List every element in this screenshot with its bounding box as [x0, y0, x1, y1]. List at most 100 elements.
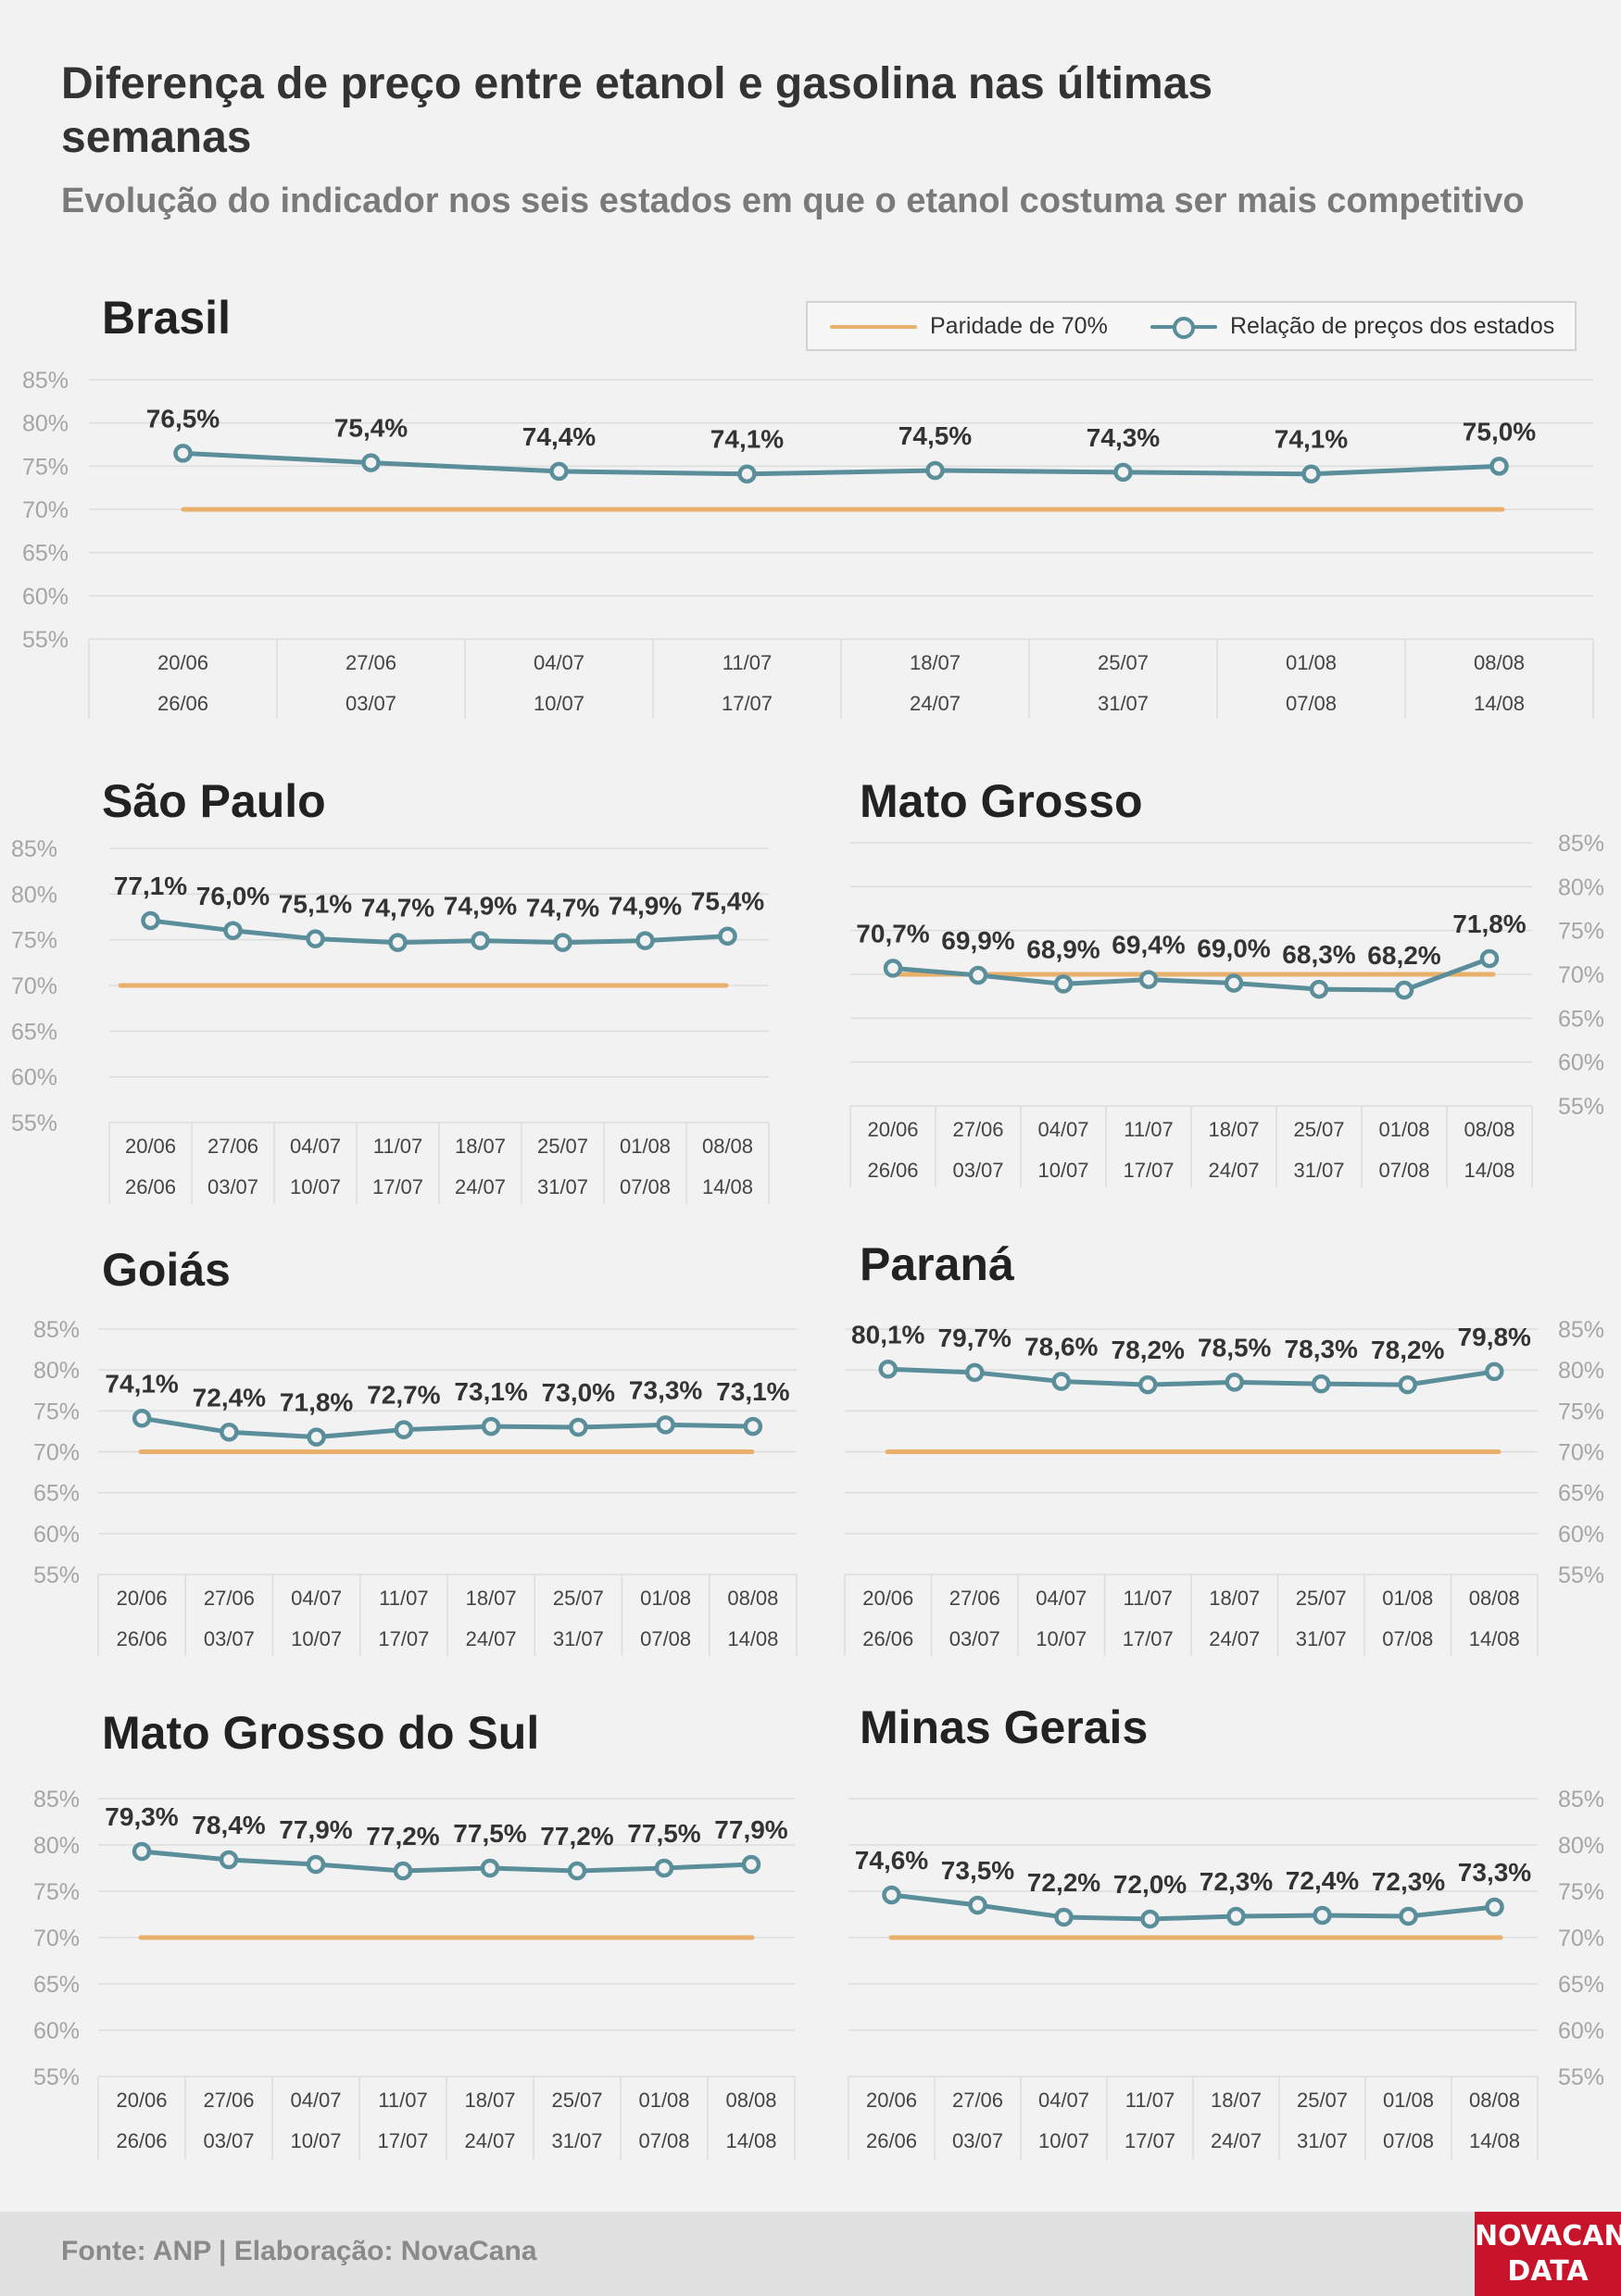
y-tick-parana: 80% [1558, 1358, 1604, 1384]
y-tick-mato-grosso-do-sul: 60% [33, 2018, 80, 2044]
x-tick-start-mato-grosso-do-sul: 04/07 [290, 2089, 341, 2112]
data-point-brasil [361, 453, 381, 472]
x-tick-end-brasil: 24/07 [910, 692, 961, 715]
data-label-minas-gerais: 72,3% [1200, 1867, 1273, 1896]
data-label-goias: 73,3% [629, 1375, 702, 1404]
data-point-minas-gerais [1485, 1897, 1504, 1917]
data-label-mato-grosso: 71,8% [1452, 910, 1526, 938]
y-tick-parana: 60% [1558, 1522, 1604, 1548]
y-tick-mato-grosso-do-sul: 70% [33, 1926, 80, 1951]
x-tick-end-goias: 26/06 [117, 1627, 168, 1650]
x-tick-end-minas-gerais: 10/07 [1038, 2129, 1089, 2152]
data-point-mato-grosso-do-sul [741, 1854, 761, 1875]
x-tick-end-brasil: 26/06 [157, 692, 208, 715]
series-line-brasil [182, 450, 1500, 477]
data-label-brasil: 75,0% [1463, 417, 1536, 445]
legend-item-parity: Paridade de 70% [830, 303, 1108, 349]
x-tick-end-parana: 10/07 [1036, 1627, 1087, 1650]
chart-title-minas-gerais: Minas Gerais [860, 1701, 1148, 1753]
y-tick-goias: 85% [33, 1317, 80, 1343]
x-tick-end-mato-grosso-do-sul: 14/08 [725, 2129, 776, 2152]
x-tick-start-parana: 01/08 [1382, 1587, 1433, 1610]
x-tick-end-mato-grosso-do-sul: 24/07 [464, 2129, 515, 2152]
data-label-sao-paulo: 74,9% [609, 892, 682, 921]
x-tick-end-minas-gerais: 24/07 [1211, 2129, 1262, 2152]
y-tick-parana: 75% [1558, 1399, 1604, 1424]
data-point-parana [1138, 1374, 1158, 1395]
y-tick-sao-paulo: 85% [11, 836, 57, 862]
data-label-minas-gerais: 73,3% [1458, 1858, 1531, 1887]
data-label-mato-grosso-do-sul: 77,9% [714, 1815, 787, 1844]
x-tick-start-minas-gerais: 18/07 [1211, 2089, 1262, 2112]
y-tick-brasil: 65% [22, 541, 69, 567]
data-point-goias [307, 1427, 326, 1447]
data-point-mato-grosso [1394, 980, 1414, 1000]
x-tick-start-sao-paulo: 01/08 [620, 1135, 671, 1158]
y-tick-sao-paulo: 55% [11, 1110, 57, 1136]
x-tick-end-goias: 17/07 [378, 1627, 429, 1650]
data-point-sao-paulo [635, 931, 655, 950]
data-label-mato-grosso: 69,0% [1197, 934, 1270, 962]
data-label-brasil: 74,3% [1087, 423, 1160, 452]
y-tick-goias: 55% [33, 1562, 80, 1588]
x-tick-start-brasil: 25/07 [1098, 651, 1149, 674]
y-tick-brasil: 85% [22, 368, 69, 394]
y-tick-mato-grosso: 65% [1558, 1006, 1604, 1032]
data-label-goias: 73,1% [716, 1377, 789, 1406]
x-tick-start-mato-grosso: 08/08 [1464, 1118, 1514, 1141]
x-tick-start-mato-grosso-do-sul: 27/06 [203, 2089, 254, 2112]
data-point-mato-grosso-do-sul [654, 1858, 674, 1878]
x-tick-end-minas-gerais: 14/08 [1469, 2129, 1520, 2152]
x-tick-end-mato-grosso: 03/07 [952, 1159, 1003, 1182]
data-point-sao-paulo [141, 910, 160, 931]
x-tick-end-minas-gerais: 17/07 [1125, 2129, 1175, 2152]
data-point-brasil [1301, 464, 1321, 483]
y-tick-mato-grosso-do-sul: 75% [33, 1879, 80, 1905]
x-tick-start-minas-gerais: 11/07 [1125, 2089, 1175, 2112]
data-label-mato-grosso-do-sul: 78,4% [192, 1811, 265, 1839]
data-point-goias [743, 1416, 763, 1437]
data-label-sao-paulo: 74,7% [526, 894, 599, 922]
x-tick-start-parana: 04/07 [1036, 1587, 1087, 1610]
x-tick-end-mato-grosso-do-sul: 07/08 [638, 2129, 689, 2152]
x-tick-end-goias: 14/08 [727, 1627, 778, 1650]
x-tick-start-brasil: 01/08 [1286, 651, 1337, 674]
data-label-brasil: 74,5% [898, 421, 972, 450]
x-tick-start-brasil: 11/07 [723, 651, 772, 674]
series-line-sao-paulo [150, 918, 728, 946]
data-label-parana: 78,5% [1198, 1333, 1271, 1361]
x-tick-start-sao-paulo: 04/07 [290, 1135, 341, 1158]
x-tick-end-mato-grosso: 17/07 [1123, 1159, 1174, 1182]
x-tick-end-mato-grosso: 31/07 [1293, 1159, 1344, 1182]
x-tick-start-sao-paulo: 18/07 [455, 1135, 506, 1158]
y-tick-mato-grosso-do-sul: 85% [33, 1787, 80, 1813]
page-title: Diferença de preço entre etanol e gasoli… [61, 59, 1213, 162]
x-tick-start-mato-grosso: 18/07 [1208, 1118, 1259, 1141]
data-point-mato-grosso [968, 965, 988, 985]
y-tick-mato-grosso: 75% [1558, 919, 1604, 945]
data-label-mato-grosso-do-sul: 77,9% [279, 1815, 352, 1844]
x-tick-start-goias: 18/07 [466, 1587, 517, 1610]
data-point-mato-grosso [1309, 979, 1329, 999]
x-tick-end-minas-gerais: 31/07 [1297, 2129, 1348, 2152]
data-point-mato-grosso-do-sul [567, 1861, 587, 1881]
x-tick-end-brasil: 03/07 [346, 692, 396, 715]
legend-label-parity: Paridade de 70% [930, 312, 1108, 339]
x-tick-end-mato-grosso-do-sul: 31/07 [551, 2129, 602, 2152]
x-tick-end-mato-grosso: 24/07 [1208, 1159, 1259, 1182]
x-tick-start-minas-gerais: 08/08 [1469, 2089, 1520, 2112]
x-tick-start-mato-grosso-do-sul: 18/07 [464, 2089, 515, 2112]
y-tick-sao-paulo: 65% [11, 1019, 57, 1045]
x-tick-end-minas-gerais: 03/07 [952, 2129, 1003, 2152]
data-point-mato-grosso-do-sul [393, 1861, 413, 1881]
data-label-parana: 78,2% [1371, 1336, 1444, 1364]
data-label-parana: 79,7% [938, 1324, 1012, 1352]
x-tick-start-goias: 27/06 [204, 1587, 255, 1610]
data-point-minas-gerais [1399, 1906, 1418, 1926]
data-label-mato-grosso: 70,7% [856, 919, 929, 947]
x-tick-end-sao-paulo: 10/07 [290, 1175, 341, 1198]
data-label-mato-grosso-do-sul: 77,2% [366, 1822, 439, 1851]
data-point-minas-gerais [1140, 1909, 1160, 1929]
x-tick-end-goias: 24/07 [466, 1627, 517, 1650]
data-label-sao-paulo: 77,1% [114, 872, 187, 900]
